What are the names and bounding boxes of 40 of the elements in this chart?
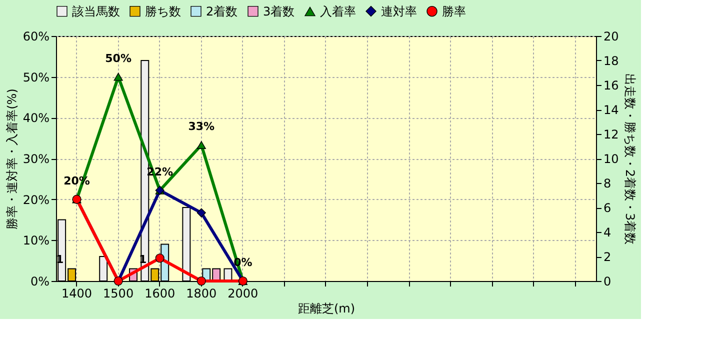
y-axis-title: 勝率・連対率・入着率(%) [4, 88, 19, 230]
y-tick-label: 10% [22, 234, 50, 248]
point [196, 141, 206, 149]
point [114, 72, 123, 81]
y2-axis-title: 出走数・勝ち数・2着数・3着数 [622, 73, 637, 245]
point [155, 254, 164, 263]
y2-tick-label: 12 [604, 128, 619, 142]
legend-label: 該当馬数 [72, 4, 120, 18]
y-tick-label: 30% [22, 152, 50, 166]
legend-label: 勝率 [442, 4, 466, 18]
y2-tick-label: 6 [604, 201, 612, 215]
x-tick-label: 1400 [61, 286, 92, 300]
y-tick-label: 20% [22, 192, 50, 207]
legend-label: 連対率 [381, 4, 417, 18]
y2-tick-label: 4 [604, 226, 612, 240]
legend-label: 勝ち数 [145, 4, 181, 18]
y2-tick-label: 2 [604, 250, 612, 264]
y2-tick-label: 10 [604, 152, 619, 166]
legend-label: 2着数 [206, 4, 238, 18]
x-tick-label: 1600 [144, 286, 176, 300]
point [196, 208, 206, 218]
point [196, 276, 206, 286]
y-tick-label: 40% [22, 111, 50, 126]
x-axis-title: 距離芝(m) [298, 302, 356, 316]
data-label: 50% [105, 52, 132, 65]
legend-label: 入着率 [320, 4, 356, 18]
x-tick-label: 1800 [186, 286, 217, 300]
x-tick-label: 1500 [103, 286, 134, 300]
y-tick-label: 0% [30, 274, 50, 288]
y2-tick-label: 0 [604, 274, 612, 288]
legend-label: 3着数 [263, 4, 295, 18]
y2-tick-label: 14 [604, 103, 619, 117]
y-tick-label: 50% [22, 70, 50, 84]
y2-tick-label: 18 [604, 54, 619, 68]
y2-tick-label: 16 [604, 78, 619, 92]
data-label: 33% [188, 120, 215, 134]
y2-tick-label: 8 [604, 176, 612, 190]
y2-tick-label: 20 [604, 30, 619, 44]
y-tick-label: 60% [22, 30, 50, 44]
x-tick-label: 2000 [228, 286, 258, 300]
